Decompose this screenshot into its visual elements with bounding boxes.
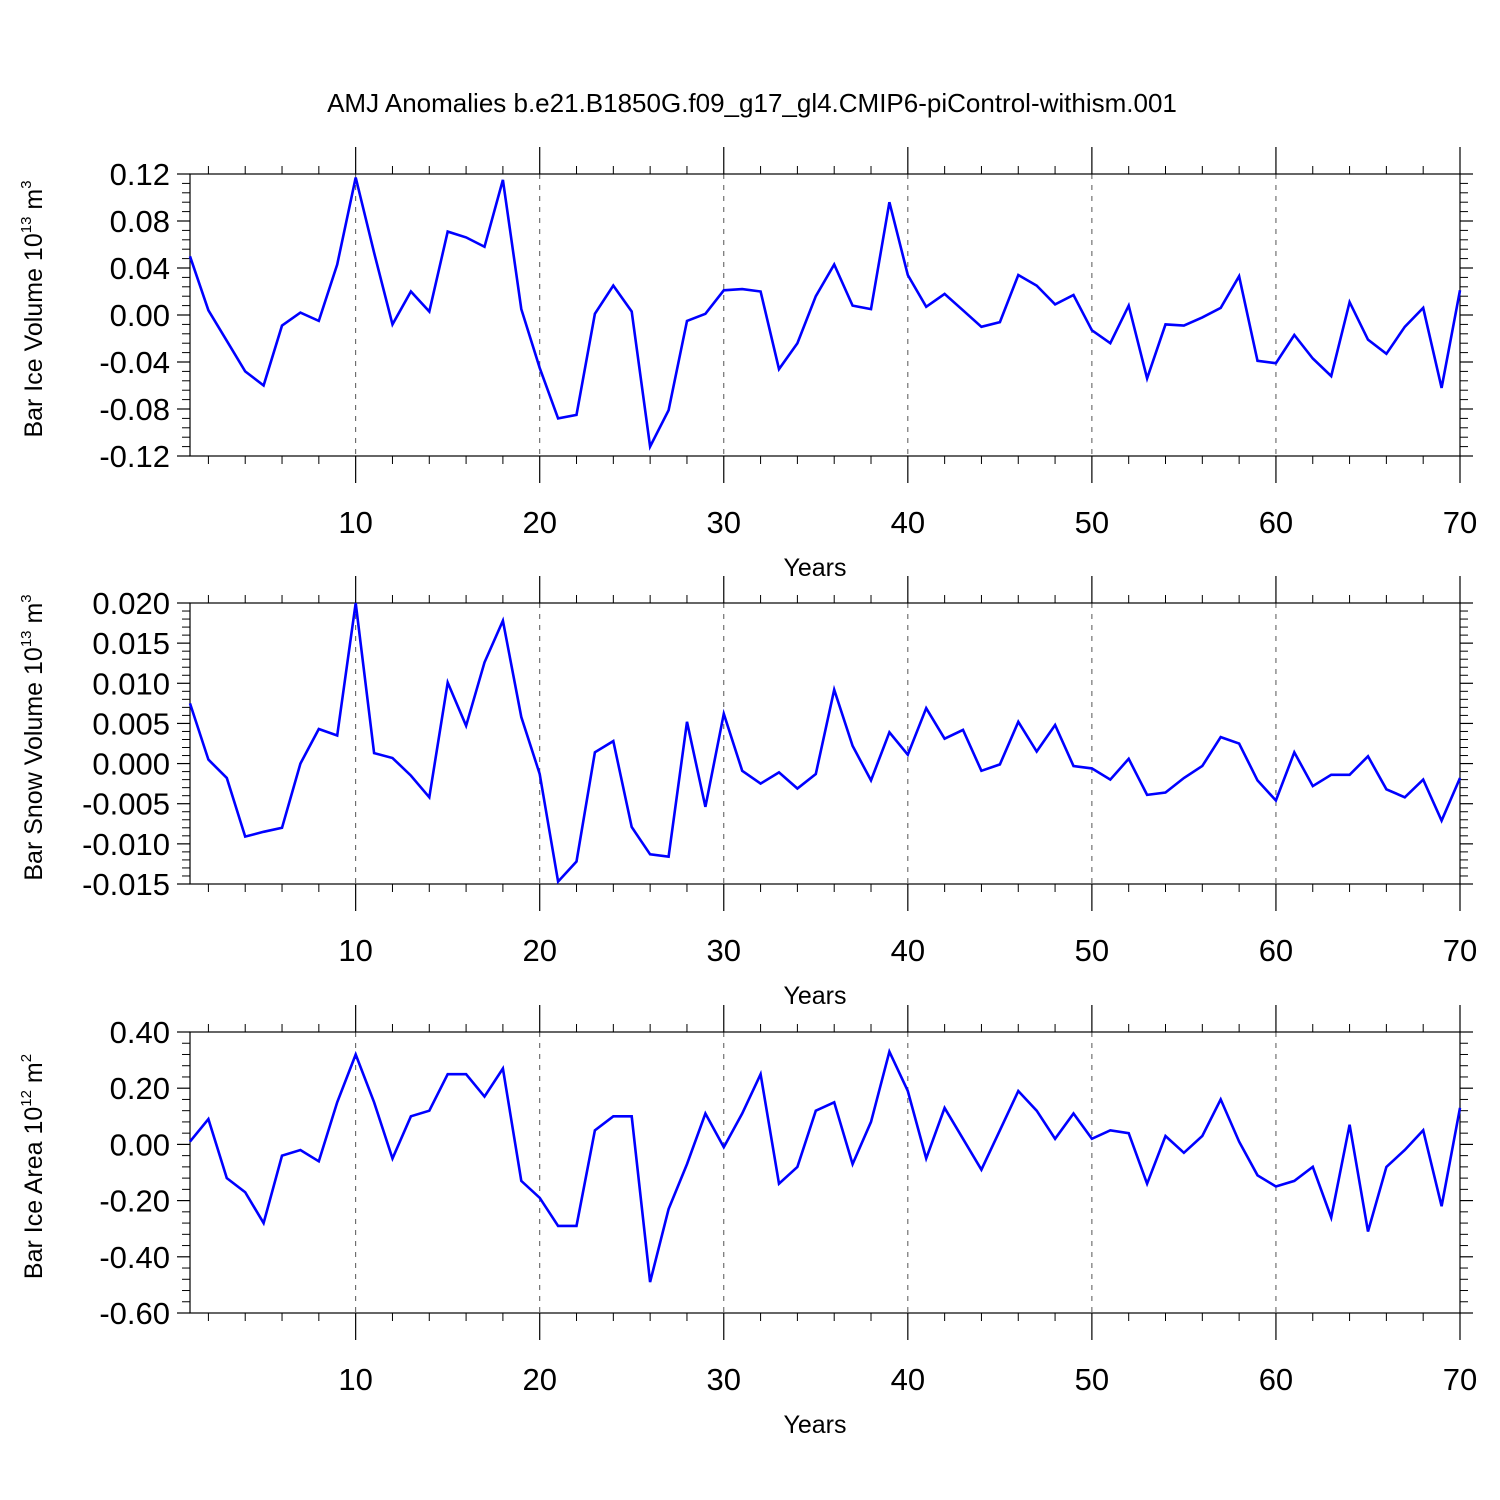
x-tick-label: 30 — [707, 933, 741, 968]
y-tick-label: -0.12 — [99, 439, 170, 474]
chart-panel-1: 10 20 30 40 50 60 70 -0.12 -0.08 -0.04 0.00 0.04 0.0… — [18, 147, 1477, 582]
x-tick-label: 40 — [891, 1362, 925, 1397]
x-tick-label: 60 — [1259, 505, 1293, 540]
series-line — [188, 602, 1462, 885]
x-axis-label: Years — [783, 982, 846, 1010]
x-tick-label: 50 — [1075, 933, 1109, 968]
y-tick-label: -0.60 — [99, 1296, 170, 1331]
y-tick-label: 0.12 — [110, 157, 170, 192]
x-tick-label: 20 — [522, 933, 556, 968]
y-tick-label: 0.000 — [92, 747, 170, 782]
x-tick-label: 10 — [338, 505, 372, 540]
y-axis-label-unit: m — [20, 603, 48, 631]
y-axis-label-text: Bar Snow Volume 10 — [20, 647, 48, 880]
y-axis-label-exponent: 13 — [18, 630, 35, 647]
x-tick-label: 20 — [522, 505, 556, 540]
y-tick-label: 0.005 — [92, 706, 170, 741]
x-tick-label: 60 — [1259, 933, 1293, 968]
y-axis-label: Bar Ice Area 1012 m2 — [18, 1054, 48, 1279]
y-tick-label: -0.08 — [99, 392, 170, 427]
plot-frame — [189, 173, 1461, 457]
x-tick-label: 50 — [1075, 505, 1109, 540]
y-tick-label: -0.005 — [82, 787, 170, 822]
y-axis-label: Bar Snow Volume 1013 m3 — [18, 594, 48, 880]
plot-frame — [189, 1031, 1461, 1314]
y-tick-label: -0.20 — [99, 1184, 170, 1219]
x-tick-label: 20 — [522, 1362, 556, 1397]
x-tick-label: 40 — [891, 505, 925, 540]
y-axis-label-exponent: 12 — [18, 1090, 35, 1107]
y-axis-label-unit-exponent: 2 — [18, 1054, 35, 1062]
chart-title: AMJ Anomalies b.e21.B1850G.f09_g17_gl4.C… — [327, 88, 1177, 118]
y-axis-label-unit-exponent: 3 — [18, 180, 35, 188]
y-tick-label: 0.40 — [110, 1015, 170, 1050]
y-tick-label: 0.010 — [92, 666, 170, 701]
x-tick-label: 70 — [1443, 933, 1477, 968]
x-tick-label: 30 — [707, 505, 741, 540]
y-axis-label-unit: m — [20, 189, 48, 217]
y-tick-label: 0.015 — [92, 626, 170, 661]
y-tick-label: 0.20 — [110, 1071, 170, 1106]
x-tick-label: 70 — [1443, 505, 1477, 540]
chart-panel-3: 10 20 30 40 50 60 70 -0.60 -0.40 -0.20 0.00 0.20 0.4… — [18, 1005, 1477, 1439]
x-axis-label: Years — [783, 1411, 846, 1439]
y-tick-label: -0.04 — [99, 345, 170, 380]
series-line — [188, 177, 1462, 451]
panels: 10 20 30 40 50 60 70 -0.12 -0.08 -0.04 0.00 0.04 0.0… — [18, 147, 1477, 1439]
y-tick-label: -0.015 — [82, 867, 170, 902]
y-tick-label: -0.40 — [99, 1240, 170, 1275]
series-line — [188, 1047, 1462, 1283]
y-tick-label: -0.010 — [82, 827, 170, 862]
y-tick-label: 0.08 — [110, 204, 170, 239]
y-axis-label-text: Bar Ice Volume 10 — [20, 233, 48, 437]
x-tick-label: 30 — [707, 1362, 741, 1397]
y-tick-label: 0.00 — [110, 1127, 170, 1162]
x-tick-label: 10 — [338, 1362, 372, 1397]
x-tick-label: 70 — [1443, 1362, 1477, 1397]
y-tick-label: 0.04 — [110, 251, 170, 286]
x-tick-label: 40 — [891, 933, 925, 968]
y-axis-label-unit-exponent: 3 — [18, 594, 35, 602]
y-axis-label-unit: m — [20, 1062, 48, 1090]
plot-frame — [189, 602, 1461, 885]
x-tick-label: 10 — [338, 933, 372, 968]
x-tick-label: 60 — [1259, 1362, 1293, 1397]
y-axis-label-text: Bar Ice Area 10 — [20, 1107, 48, 1279]
y-axis-label: Bar Ice Volume 1013 m3 — [18, 180, 48, 437]
y-tick-label: 0.020 — [92, 586, 170, 621]
y-tick-label: 0.00 — [110, 298, 170, 333]
x-axis-label: Years — [783, 554, 846, 582]
chart-panel-2: 10 20 30 40 50 60 70 -0.015 -0.010 -0.005 0.000 0.0… — [18, 576, 1477, 1010]
y-axis-label-exponent: 13 — [18, 217, 35, 234]
x-tick-label: 50 — [1075, 1362, 1109, 1397]
